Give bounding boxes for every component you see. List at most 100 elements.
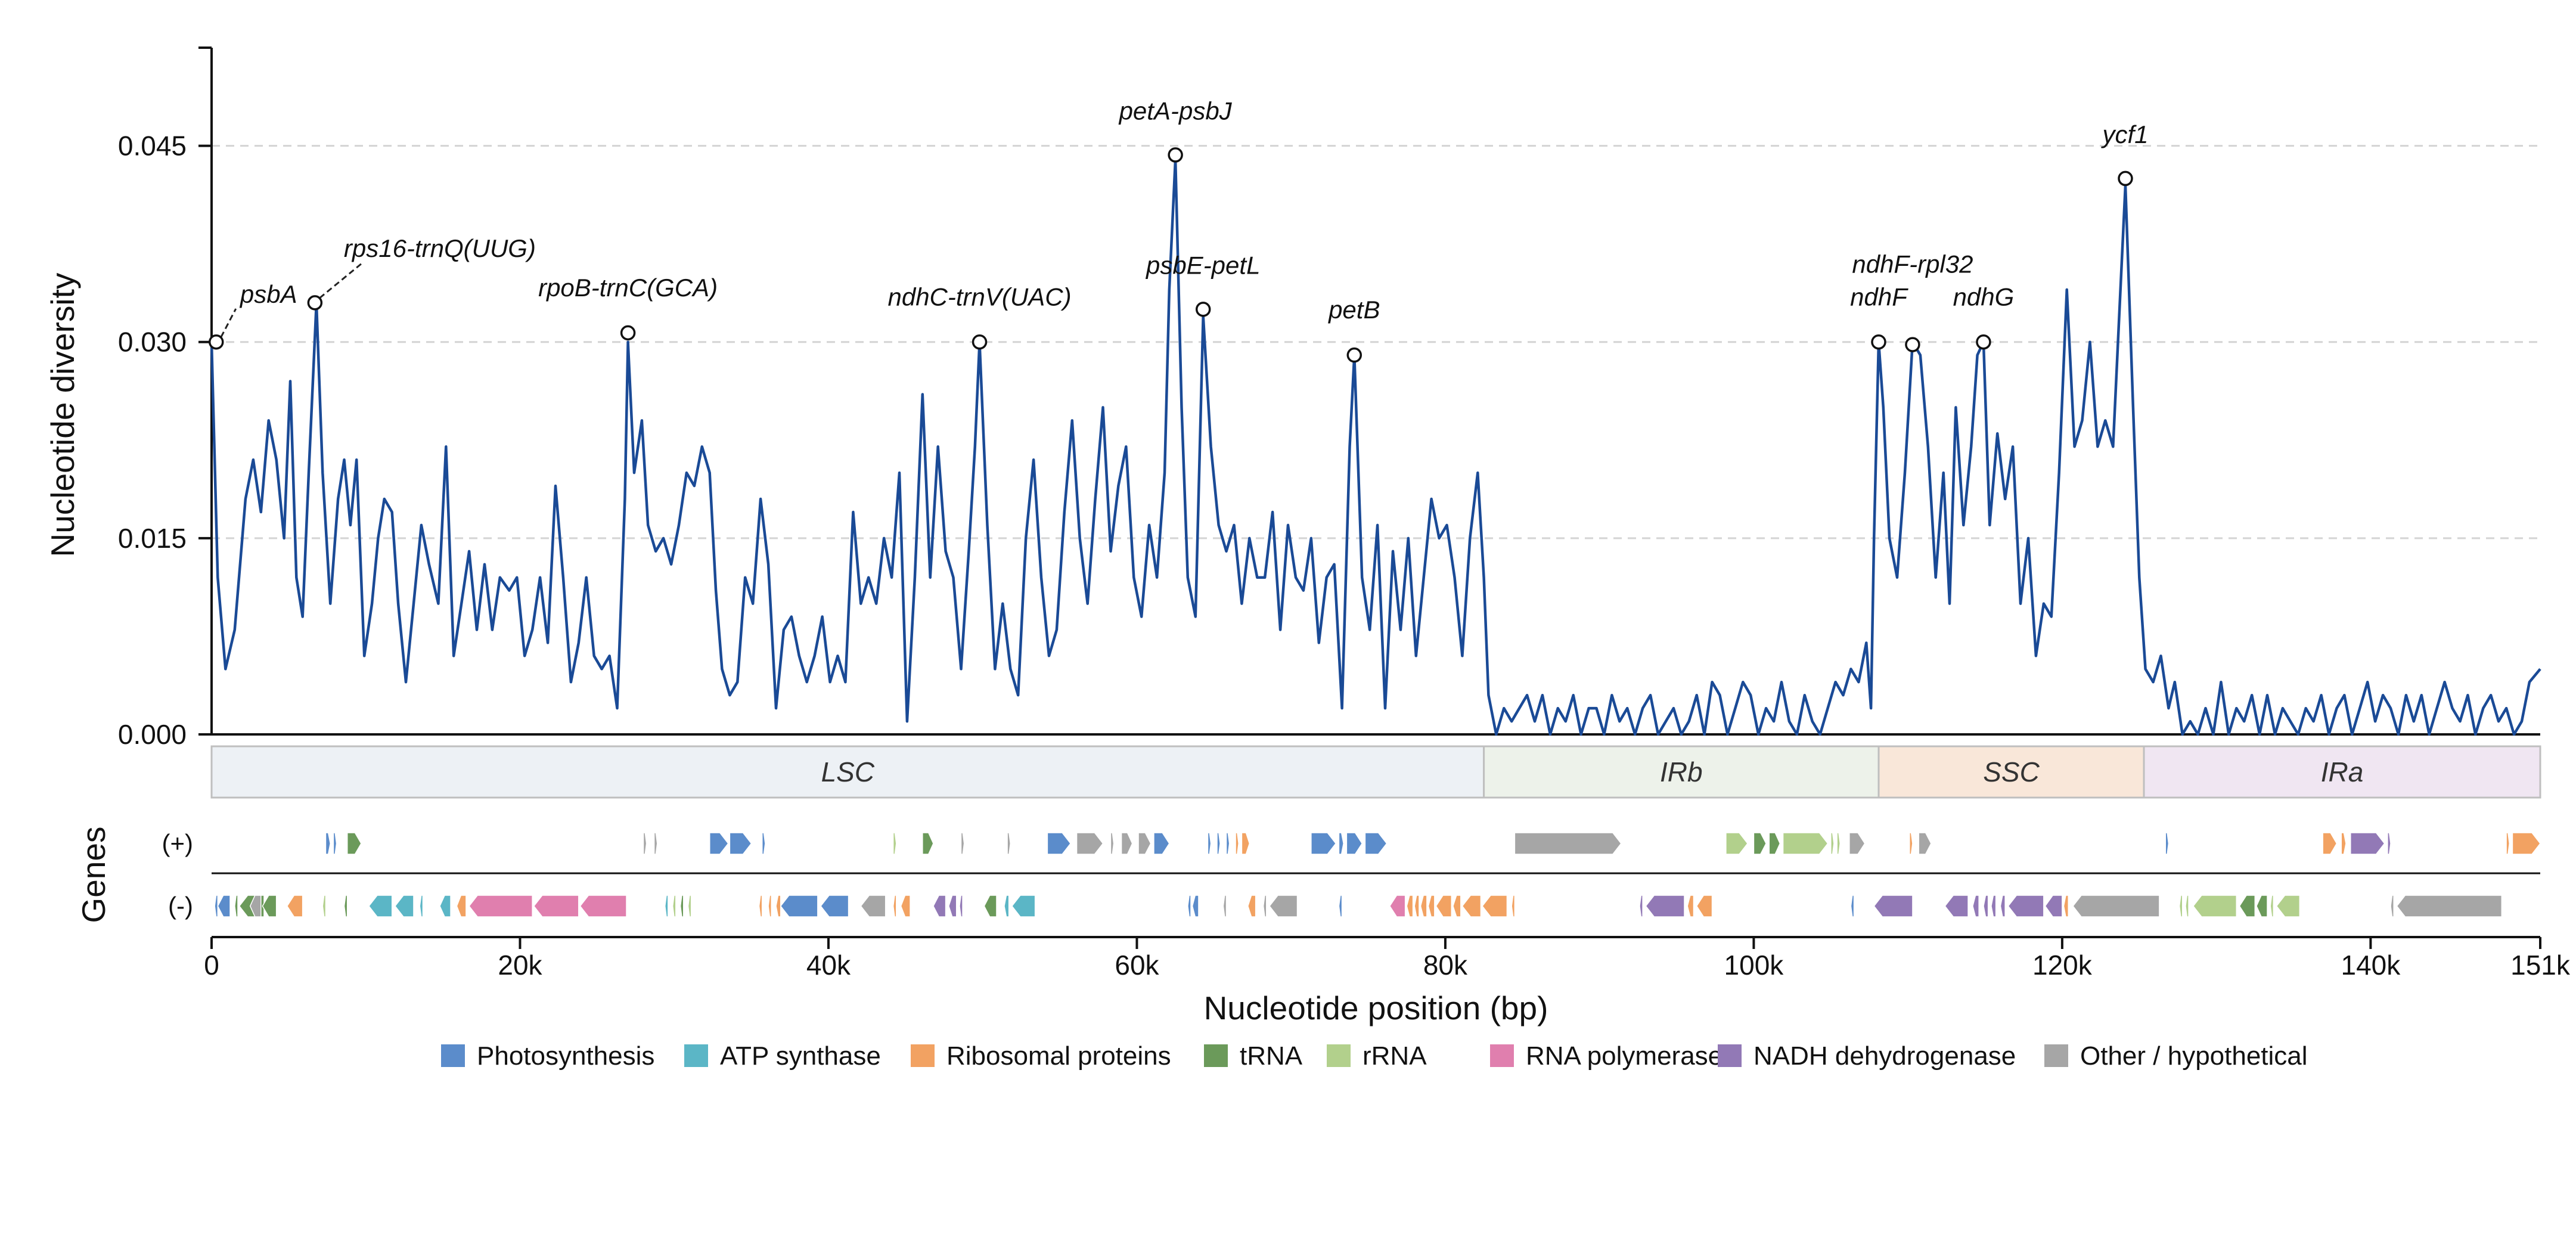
gene-minus-strand xyxy=(468,895,533,917)
x-tick-label: 100k xyxy=(1724,950,1784,981)
gene-plus-strand xyxy=(1830,832,1835,855)
gene-minus-strand xyxy=(1187,895,1191,917)
gene-plus-strand xyxy=(1753,832,1767,855)
gene-plus-strand xyxy=(1338,832,1344,855)
gene-minus-strand xyxy=(2063,895,2069,917)
legend-swatch xyxy=(1204,1044,1228,1067)
gene-minus-strand xyxy=(394,895,414,917)
gene-minus-strand xyxy=(983,895,997,917)
gene-minus-strand xyxy=(2239,895,2256,917)
gene-plus-strand xyxy=(1076,832,1104,855)
gene-minus-strand xyxy=(820,895,849,917)
gene-minus-strand xyxy=(1191,895,1199,917)
y-tick-label: 0.030 xyxy=(118,327,187,358)
gene-minus-strand xyxy=(249,895,262,917)
gene-minus-strand xyxy=(1983,895,1989,917)
gene-plus-strand xyxy=(1121,832,1133,855)
gene-minus-strand xyxy=(368,895,393,917)
legend-swatch xyxy=(441,1044,465,1067)
gene-minus-strand xyxy=(687,895,692,917)
y-tick-label: 0.000 xyxy=(118,719,187,750)
gene-minus-strand xyxy=(234,895,238,917)
gene-minus-strand xyxy=(2072,895,2160,917)
x-axis-label: Nucleotide position (bp) xyxy=(1204,990,1548,1026)
region-ssc xyxy=(1877,745,2145,799)
gene-minus-strand xyxy=(2276,895,2301,917)
gene-minus-strand xyxy=(1991,895,1997,917)
peak-label: petA-psbJ xyxy=(1118,97,1233,125)
gene-plus-strand xyxy=(1047,832,1072,855)
legend-swatch xyxy=(1718,1044,1742,1067)
peak-leader-line xyxy=(319,262,363,299)
gene-plus-strand xyxy=(346,832,362,855)
gene-minus-strand xyxy=(456,895,467,917)
x-tick-label: 140k xyxy=(2341,950,2401,981)
x-tick-label: 60k xyxy=(1115,950,1159,981)
gene-plus-strand xyxy=(709,832,729,855)
legend-swatch xyxy=(911,1044,935,1067)
gene-minus-strand xyxy=(214,895,219,917)
gene-plus-strand xyxy=(2506,832,2510,855)
region-label: SSC xyxy=(1983,756,2040,787)
peak-label: rpoB-trnC(GCA) xyxy=(538,274,718,302)
x-tick-label: 20k xyxy=(498,950,542,981)
gene-minus-strand xyxy=(679,895,684,917)
peak-label: ndhG xyxy=(1953,283,2015,311)
gene-plus-strand xyxy=(2341,832,2347,855)
peak-label: ndhF-rpl32 xyxy=(1852,250,1973,278)
gene-plus-strand xyxy=(1235,832,1239,855)
gene-plus-strand xyxy=(761,832,766,855)
gene-minus-strand xyxy=(1427,895,1435,917)
gene-plus-strand xyxy=(325,832,331,855)
gene-minus-strand xyxy=(1461,895,1482,917)
region-irb xyxy=(1483,745,1880,799)
peak-marker xyxy=(2118,170,2133,187)
minus-strand-label: (-) xyxy=(168,892,193,920)
y-axis-label: Nucleotide diversity xyxy=(44,272,81,557)
gene-plus-strand xyxy=(1138,832,1152,855)
gene-minus-strand xyxy=(1453,895,1461,917)
gene-minus-strand xyxy=(959,895,963,917)
gene-minus-strand xyxy=(768,895,772,917)
peak-marker xyxy=(1976,334,1991,350)
legend-swatch xyxy=(684,1044,708,1067)
gene-plus-strand xyxy=(1225,832,1230,855)
gene-plus-strand xyxy=(922,832,934,855)
gene-plus-strand xyxy=(1725,832,1749,855)
gene-minus-strand xyxy=(2007,895,2044,917)
peak-label: ndhC-trnV(UAC) xyxy=(887,283,1071,311)
peak-marker xyxy=(972,334,988,350)
gene-plus-strand xyxy=(1153,832,1170,855)
gene-minus-strand xyxy=(286,895,303,917)
gene-plus-strand xyxy=(1836,832,1841,855)
x-tick-label: 40k xyxy=(806,950,851,981)
legend-swatch xyxy=(1490,1044,1514,1067)
gene-minus-strand xyxy=(2256,895,2268,917)
gene-plus-strand xyxy=(1216,832,1221,855)
gene-plus-strand xyxy=(729,832,752,855)
gene-plus-strand xyxy=(643,832,647,855)
legend-item-label: Photosynthesis xyxy=(477,1041,654,1071)
region-label: LSC xyxy=(821,756,875,787)
gene-plus-strand xyxy=(1007,832,1011,855)
gene-minus-strand xyxy=(948,895,957,917)
gene-minus-strand xyxy=(758,895,763,917)
gene-plus-strand xyxy=(2165,832,2170,855)
gene-plus-strand xyxy=(1364,832,1388,855)
gene-plus-strand xyxy=(1110,832,1115,855)
peak-marker xyxy=(209,334,224,350)
gene-minus-strand xyxy=(439,895,451,917)
gene-minus-strand xyxy=(343,895,348,917)
gene-minus-strand xyxy=(533,895,579,917)
gene-minus-strand xyxy=(2396,895,2503,917)
gene-minus-strand xyxy=(900,895,911,917)
gene-minus-strand xyxy=(579,895,627,917)
gene-minus-strand xyxy=(2192,895,2237,917)
gene-plus-strand xyxy=(1918,832,1932,855)
peak-label: rps16-trnQ(UUG) xyxy=(344,234,536,262)
gene-minus-strand xyxy=(2270,895,2274,917)
y-tick-label: 0.015 xyxy=(118,523,187,554)
gene-minus-strand xyxy=(2000,895,2006,917)
gene-minus-strand xyxy=(322,895,327,917)
